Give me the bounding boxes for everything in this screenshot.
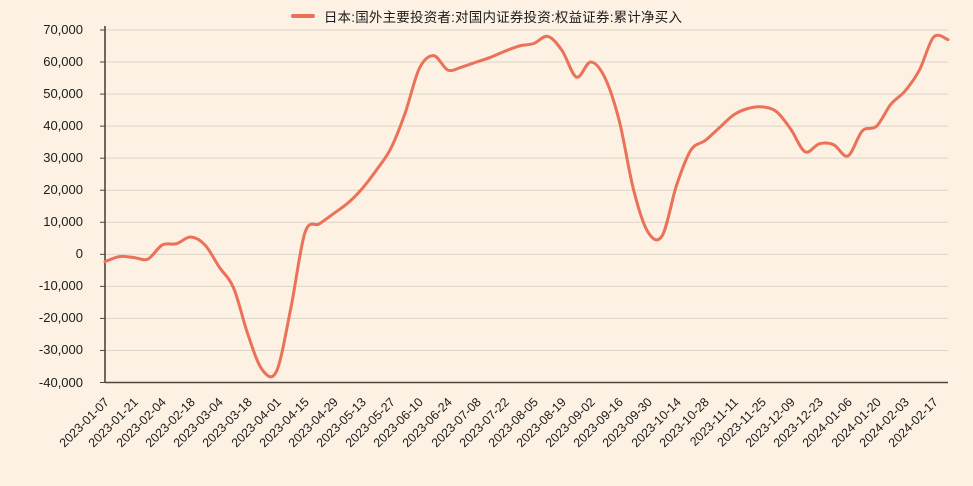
y-axis-label: -30,000 xyxy=(38,342,83,358)
y-axis-label: 20,000 xyxy=(43,182,83,198)
y-axis-label: 50,000 xyxy=(43,86,83,102)
y-axis-label: 10,000 xyxy=(43,214,83,230)
y-axis-label: -10,000 xyxy=(38,278,83,294)
y-axis-label: 70,000 xyxy=(43,22,83,37)
y-axis-label: 40,000 xyxy=(43,118,83,134)
y-axis-label: -40,000 xyxy=(38,374,83,390)
y-axis-label: 60,000 xyxy=(43,54,83,70)
y-axis-label: 0 xyxy=(75,246,83,262)
series-line xyxy=(103,33,950,379)
y-axis-label: 30,000 xyxy=(43,150,83,166)
y-axis-label: -20,000 xyxy=(38,310,83,326)
